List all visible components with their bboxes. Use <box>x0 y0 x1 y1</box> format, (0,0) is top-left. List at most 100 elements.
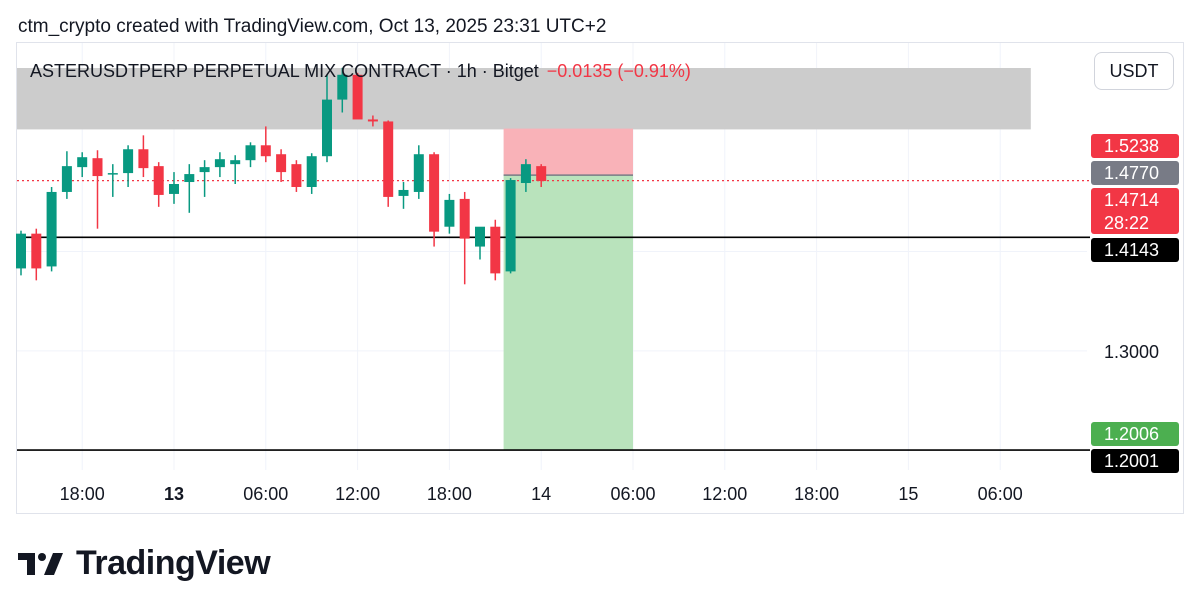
candle <box>306 153 317 194</box>
currency-button[interactable]: USDT <box>1094 52 1174 90</box>
price-tag-value: 1.4143 <box>1104 240 1160 260</box>
candle-body <box>475 226 485 247</box>
time-axis-label: 18:00 <box>427 484 472 504</box>
candle <box>61 151 72 199</box>
price-tag: 1.2006 <box>1091 422 1179 446</box>
candle <box>291 160 302 192</box>
candle <box>459 191 470 285</box>
candle-body <box>31 233 42 269</box>
candle-body <box>184 174 195 183</box>
candle-body <box>230 160 241 165</box>
candle <box>245 142 256 168</box>
candle <box>444 193 455 234</box>
candle <box>276 149 287 183</box>
price-tag: 1.4770 <box>1091 161 1179 185</box>
bar-countdown: 28:22 <box>1104 213 1150 233</box>
candle-body <box>429 154 440 232</box>
horizontal-lines <box>17 180 1090 451</box>
candle <box>107 164 118 197</box>
candle <box>429 152 440 247</box>
price-axis-label: 1.3000 <box>1104 342 1159 362</box>
time-axis-label: 12:00 <box>335 484 380 504</box>
candle <box>536 164 547 187</box>
candle-body <box>459 198 470 239</box>
candles <box>16 67 547 285</box>
candle <box>383 120 394 207</box>
price-tag: 1.2001 <box>1091 449 1179 473</box>
price-tag: 1.5238 <box>1091 134 1179 158</box>
candle-body <box>245 145 256 161</box>
candle <box>352 72 363 120</box>
candle-body <box>352 74 363 120</box>
candle-body <box>322 99 332 157</box>
candle-body <box>92 158 103 177</box>
tradingview-footer[interactable]: TradingView <box>18 544 271 583</box>
candle <box>230 155 241 185</box>
candle <box>16 230 26 276</box>
candle-body <box>367 119 378 122</box>
price-tag-value: 1.2001 <box>1104 451 1160 471</box>
candle <box>199 160 210 197</box>
time-axis-label: 14 <box>531 484 551 504</box>
time-axis-label: 13 <box>164 484 184 504</box>
candle <box>260 126 271 163</box>
tradingview-brand: TradingView <box>76 544 271 582</box>
candle <box>214 152 225 178</box>
candle <box>77 152 88 178</box>
candle-body <box>383 121 394 197</box>
gray-zone <box>17 68 1031 130</box>
candle <box>337 67 348 113</box>
price-tag: 1.4714 28:22 <box>1091 188 1179 234</box>
time-axis-label: 18:00 <box>60 484 105 504</box>
candle-body <box>276 154 287 173</box>
candle <box>31 228 42 281</box>
position-zones <box>17 68 1031 450</box>
candle-body <box>199 167 210 173</box>
candle-body <box>214 159 225 168</box>
candle <box>322 74 332 163</box>
profit-zone <box>503 175 633 450</box>
candle <box>138 135 149 178</box>
candle <box>123 145 134 187</box>
time-axis-label: 15 <box>898 484 918 504</box>
price-tag-value: 1.4770 <box>1104 163 1160 183</box>
symbol-legend: ASTERUSDTPERP PERPETUAL MIX CONTRACT · 1… <box>30 61 691 82</box>
candle-body <box>490 226 501 274</box>
time-axis-label: 12:00 <box>702 484 747 504</box>
candle <box>92 150 103 229</box>
symbol-title: ASTERUSDTPERP PERPETUAL MIX CONTRACT · 1… <box>30 61 539 81</box>
candle-body <box>16 233 26 269</box>
candle <box>153 162 164 207</box>
candle <box>475 226 485 260</box>
candle <box>398 182 409 209</box>
candle <box>520 159 531 192</box>
candle-body <box>260 145 271 157</box>
candle <box>505 178 516 274</box>
candle-body <box>536 166 547 182</box>
candle-body <box>413 154 424 192</box>
candle <box>413 145 424 199</box>
candle-body <box>520 164 531 184</box>
candle-body <box>398 189 409 196</box>
candle-body <box>77 157 88 168</box>
price-change: −0.0135 (−0.91%) <box>546 61 691 81</box>
candle-body <box>153 166 164 195</box>
candle-body <box>169 184 179 194</box>
price-tag-value: 1.2006 <box>1104 424 1160 444</box>
time-axis-label: 06:00 <box>978 484 1023 504</box>
candle <box>46 186 57 272</box>
price-tag-value: 1.5238 <box>1104 136 1160 156</box>
candle-body <box>46 191 57 267</box>
candle-body <box>505 180 516 272</box>
time-axis-label: 18:00 <box>794 484 839 504</box>
chart-attribution: ctm_crypto created with TradingView.com,… <box>18 16 607 37</box>
chart-panel <box>16 42 1184 514</box>
price-tag-value: 1.4714 <box>1104 190 1160 210</box>
candle-body <box>123 149 134 174</box>
candle-body <box>61 166 72 192</box>
candle-body <box>291 164 302 187</box>
tradingview-logo-icon <box>18 552 63 575</box>
time-axis-labels: 18:00 13 06:00 12:00 18:00 14 06:00 12:00 18:00 1… <box>60 484 1023 504</box>
time-axis-label: 06:00 <box>243 484 288 504</box>
